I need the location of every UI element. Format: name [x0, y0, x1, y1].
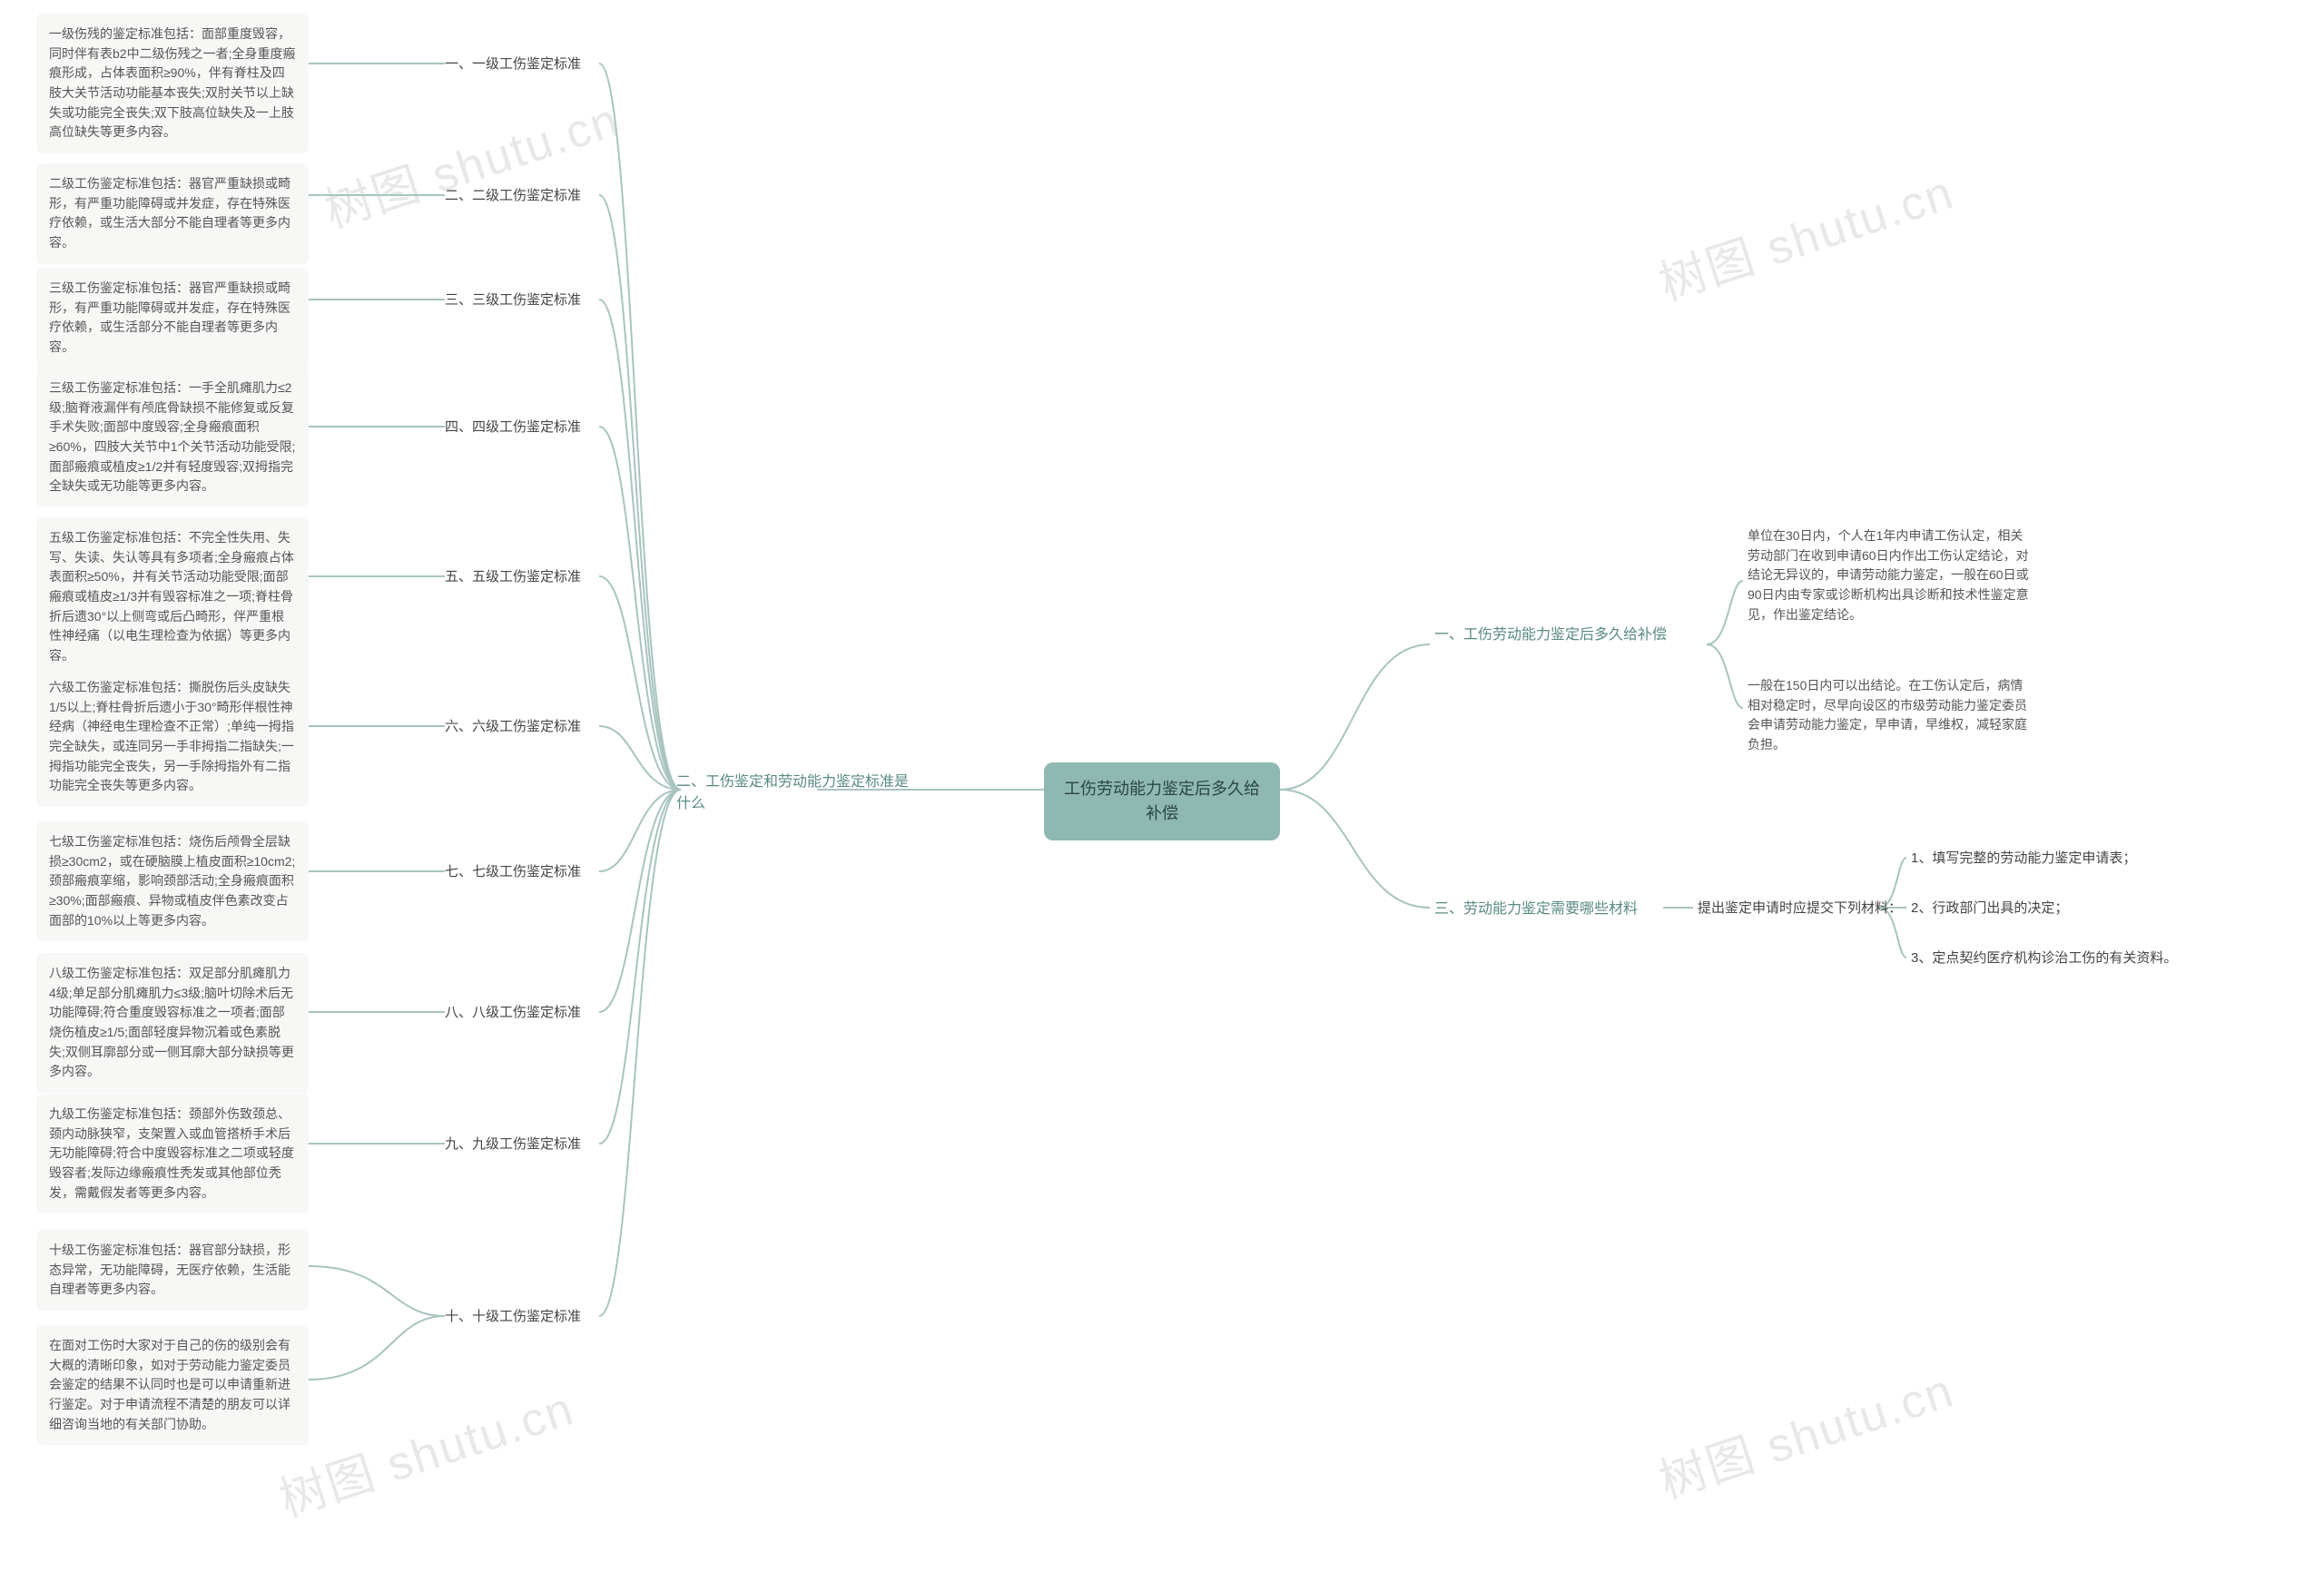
left-item-box-8: 九级工伤鉴定标准包括：颈部外伤致颈总、颈内动脉狭窄，支架置入或血管搭桥手术后无功… — [36, 1094, 309, 1214]
center-node: 工伤劳动能力鉴定后多久给补偿 — [1044, 762, 1280, 840]
left-item-label-6: 七、七级工伤鉴定标准 — [445, 862, 581, 883]
left-item-box-4: 五级工伤鉴定标准包括：不完全性失用、失写、失读、失认等具有多项者;全身瘢痕占体表… — [36, 517, 309, 677]
right1-child-0: 单位在30日内，个人在1年内申请工伤认定，相关劳动部门在收到申请60日内作出工伤… — [1748, 526, 2029, 624]
branch-label-text: 三、劳动能力鉴定需要哪些材料 — [1434, 901, 1638, 917]
left-item-label-3: 四、四级工伤鉴定标准 — [445, 418, 581, 438]
left-item-label-2: 三、三级工伤鉴定标准 — [445, 290, 581, 311]
left-item-label-5: 六、六级工伤鉴定标准 — [445, 717, 581, 738]
left-item-box-2: 三级工伤鉴定标准包括：器官严重缺损或畸形，有严重功能障碍或并发症，存在特殊医疗依… — [36, 268, 309, 368]
watermark: 树图 shutu.cn — [1649, 154, 1962, 313]
left-item-box-1: 二级工伤鉴定标准包括：器官严重缺损或畸形，有严重功能障碍或并发症，存在特殊医疗依… — [36, 163, 309, 264]
left-item-box-7: 八级工伤鉴定标准包括：双足部分肌瘫肌力4级;单足部分肌瘫肌力≤3级;脑叶切除术后… — [36, 953, 309, 1093]
left-item-label-9: 十、十级工伤鉴定标准 — [445, 1307, 581, 1328]
left-item-label-4: 五、五级工伤鉴定标准 — [445, 567, 581, 588]
right2-child-1: 2、行政部门出具的决定； — [1911, 899, 2068, 919]
branch-right-2: 三、劳动能力鉴定需要哪些材料 — [1434, 899, 1638, 920]
left-item-label-7: 八、八级工伤鉴定标准 — [445, 1003, 581, 1024]
left-item-box-9b: 在面对工伤时大家对于自己的伤的级别会有大概的清晰印象，如对于劳动能力鉴定委员会鉴… — [36, 1325, 309, 1445]
branch-label-text: 一、工伤劳动能力鉴定后多久给补偿 — [1434, 627, 1667, 643]
left-item-box-6: 七级工伤鉴定标准包括：烧伤后颅骨全层缺损≥30cm2，或在硬脑膜上植皮面积≥10… — [36, 821, 309, 941]
branch-right-1: 一、工伤劳动能力鉴定后多久给补偿 — [1434, 624, 1707, 646]
watermark: 树图 shutu.cn — [315, 82, 627, 241]
left-item-box-9a: 十级工伤鉴定标准包括：器官部分缺损，形态异常，无功能障碍，无医疗依赖，生活能自理… — [36, 1230, 309, 1311]
branch-label-text: 二、工伤鉴定和劳动能力鉴定标准是什么 — [676, 774, 909, 811]
left-item-box-3: 三级工伤鉴定标准包括：一手全肌瘫肌力≤2级;脑脊液漏伴有颅底骨缺损不能修复或反复… — [36, 368, 309, 507]
left-item-box-5: 六级工伤鉴定标准包括：撕脱伤后头皮缺失1/5以上;脊柱骨折后遗小于30°畸形伴根… — [36, 667, 309, 807]
right2-sublabel: 提出鉴定申请时应提交下列材料： — [1698, 899, 1902, 919]
right2-child-2: 3、定点契约医疗机构诊治工伤的有关资料。 — [1911, 948, 2177, 969]
watermark: 树图 shutu.cn — [1649, 1352, 1962, 1511]
watermark: 树图 shutu.cn — [270, 1371, 582, 1529]
left-item-label-8: 九、九级工伤鉴定标准 — [445, 1135, 581, 1155]
left-item-label-1: 二、二级工伤鉴定标准 — [445, 186, 581, 207]
left-item-box-0: 一级伤残的鉴定标准包括：面部重度毁容，同时伴有表b2中二级伤残之一者;全身重度瘢… — [36, 14, 309, 153]
center-title: 工伤劳动能力鉴定后多久给补偿 — [1064, 780, 1260, 822]
right2-child-0: 1、填写完整的劳动能力鉴定申请表； — [1911, 849, 2136, 870]
right1-child-1: 一般在150日内可以出结论。在工伤认定后，病情相对稳定时，尽早向设区的市级劳动能… — [1748, 676, 2029, 755]
left-item-label-0: 一、一级工伤鉴定标准 — [445, 54, 581, 75]
branch-left: 二、工伤鉴定和劳动能力鉴定标准是什么 — [676, 771, 912, 815]
